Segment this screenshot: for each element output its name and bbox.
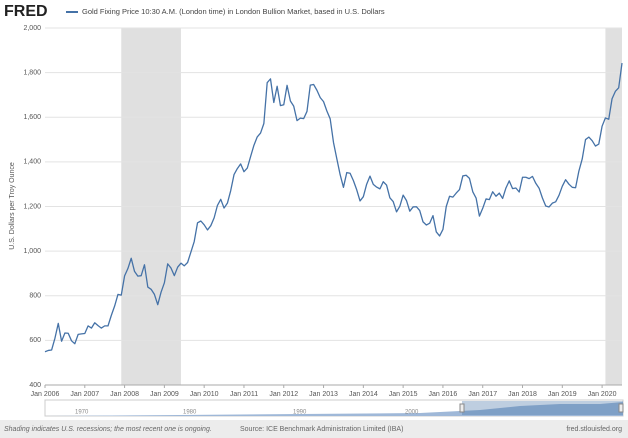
- legend-label: Gold Fixing Price 10:30 A.M. (London tim…: [82, 7, 385, 16]
- x-tick-label: Jan 2016: [429, 391, 458, 398]
- x-tick-label: Jan 2012: [269, 391, 298, 398]
- y-tick-label: 800: [29, 293, 41, 300]
- navigator-label: 2000: [405, 410, 419, 416]
- y-tick-label: 600: [29, 337, 41, 344]
- x-tick-label: Jan 2006: [31, 391, 60, 398]
- y-axis-label: U.S. Dollars per Troy Ounce: [9, 162, 16, 250]
- navigator-handle[interactable]: [459, 403, 465, 413]
- x-tick-label: Jan 2019: [548, 391, 577, 398]
- y-tick-label: 400: [29, 382, 41, 389]
- plot: 400 600 800 1,000 1,200 1,400 1,600 1,800 2,000 J…: [23, 25, 623, 398]
- x-tick-label: Jan 2014: [349, 391, 378, 398]
- footer-source: Source: ICE Benchmark Administration Lim…: [240, 426, 403, 433]
- x-tick-label: Jan 2007: [70, 391, 99, 398]
- x-tick-label: Jan 2009: [150, 391, 179, 398]
- footer: [0, 420, 628, 438]
- footer-site[interactable]: fred.stlouisfed.org: [566, 426, 622, 433]
- x-tick-label: Jan 2013: [309, 391, 338, 398]
- navigator-label: 1970: [75, 410, 89, 416]
- y-tick-label: 1,800: [23, 69, 41, 76]
- footer-note: Shading indicates U.S. recessions; the m…: [4, 426, 212, 433]
- x-tick-label: Jan 2017: [468, 391, 497, 398]
- x-tick-label: Jan 2010: [190, 391, 219, 398]
- y-tick-label: 2,000: [23, 25, 41, 32]
- x-tick-label: Jan 2008: [110, 391, 139, 398]
- x-tick-label: Jan 2018: [508, 391, 537, 398]
- y-tick-label: 1,000: [23, 248, 41, 255]
- data-line: [44, 62, 623, 353]
- y-tick-label: 1,600: [23, 114, 41, 121]
- x-tick-label: Jan 2020: [588, 391, 617, 398]
- y-tick-label: 1,400: [23, 159, 41, 166]
- x-tick-label: Jan 2011: [230, 391, 258, 398]
- navigator-label: 1980: [183, 410, 197, 416]
- logo: FRED: [4, 3, 48, 20]
- x-tick-label: Jan 2015: [389, 391, 418, 398]
- navigator-area: [45, 402, 623, 416]
- y-tick-label: 1,200: [23, 203, 41, 210]
- navigator-handle[interactable]: [618, 403, 624, 413]
- navigator-window: [462, 401, 623, 415]
- navigator-label: 1990: [293, 410, 307, 416]
